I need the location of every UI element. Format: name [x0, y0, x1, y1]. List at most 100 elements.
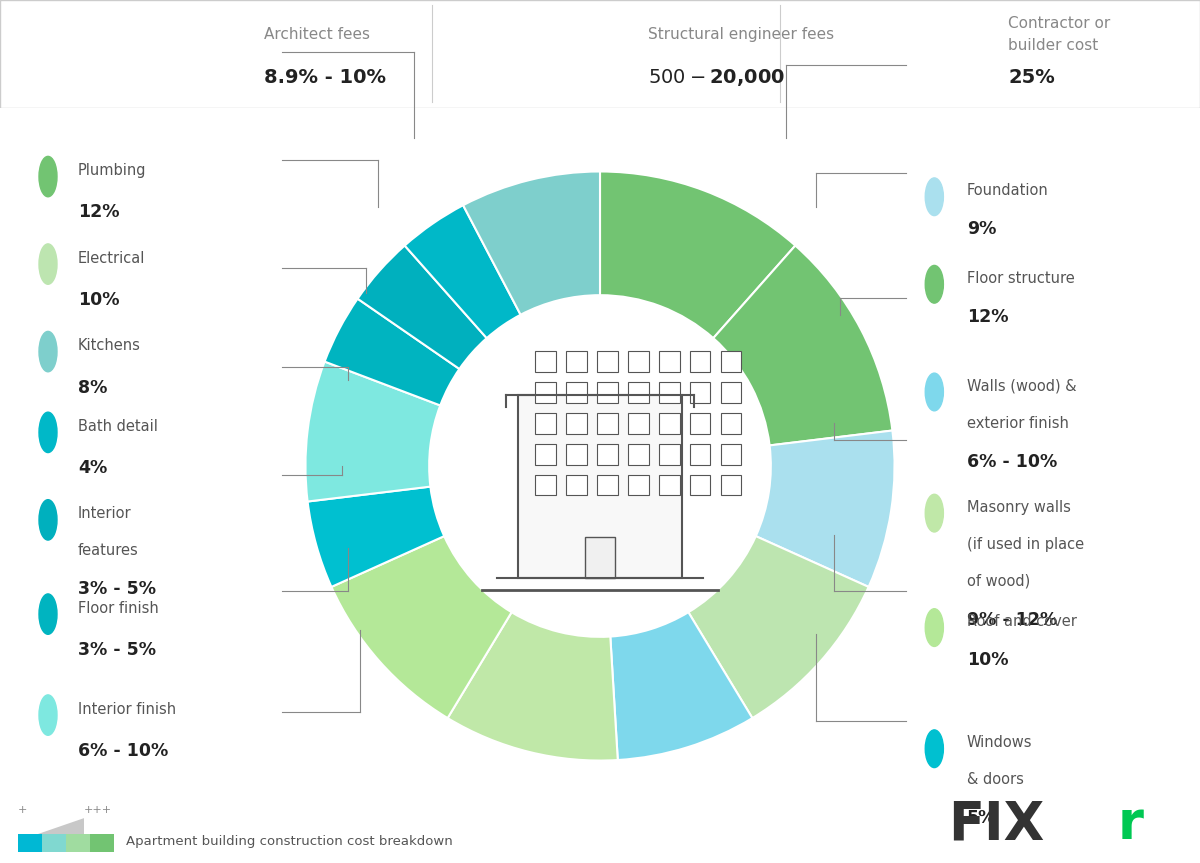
Text: Bath detail: Bath detail — [78, 419, 158, 434]
FancyBboxPatch shape — [535, 413, 556, 433]
FancyBboxPatch shape — [517, 395, 683, 578]
FancyBboxPatch shape — [535, 351, 556, 372]
Text: 6% - 10%: 6% - 10% — [967, 452, 1057, 470]
FancyBboxPatch shape — [535, 382, 556, 403]
FancyBboxPatch shape — [628, 475, 649, 495]
FancyBboxPatch shape — [566, 444, 587, 464]
Text: FIX: FIX — [949, 798, 1045, 850]
Text: builder cost: builder cost — [1008, 38, 1098, 53]
Text: 3% - 5%: 3% - 5% — [78, 641, 156, 659]
Text: 4%: 4% — [78, 459, 107, 477]
FancyBboxPatch shape — [721, 444, 742, 464]
Text: +: + — [18, 805, 28, 816]
Text: & doors: & doors — [967, 772, 1024, 787]
Circle shape — [38, 594, 58, 634]
FancyBboxPatch shape — [628, 351, 649, 372]
Wedge shape — [611, 612, 752, 760]
Text: 25%: 25% — [1008, 68, 1055, 87]
Text: (if used in place: (if used in place — [967, 537, 1084, 551]
Wedge shape — [713, 246, 893, 445]
Text: r: r — [1117, 798, 1144, 850]
Text: Windows: Windows — [967, 735, 1032, 750]
Circle shape — [38, 244, 58, 284]
Circle shape — [925, 178, 943, 216]
Text: 12%: 12% — [967, 308, 1008, 326]
Text: of wood): of wood) — [967, 574, 1030, 589]
Wedge shape — [600, 172, 796, 338]
Text: 9% - 12%: 9% - 12% — [967, 611, 1057, 629]
Text: Electrical: Electrical — [78, 250, 145, 266]
Wedge shape — [756, 431, 894, 587]
FancyBboxPatch shape — [690, 475, 710, 495]
Wedge shape — [324, 299, 460, 406]
FancyBboxPatch shape — [628, 382, 649, 403]
Circle shape — [38, 331, 58, 372]
Circle shape — [925, 266, 943, 303]
Text: 8.9% - 10%: 8.9% - 10% — [264, 68, 386, 87]
Wedge shape — [307, 487, 444, 587]
Text: 3% - 5%: 3% - 5% — [78, 581, 156, 598]
FancyBboxPatch shape — [690, 382, 710, 403]
Wedge shape — [463, 172, 600, 315]
FancyBboxPatch shape — [598, 413, 618, 433]
Text: 10%: 10% — [78, 291, 120, 309]
Circle shape — [925, 494, 943, 532]
Text: exterior finish: exterior finish — [967, 415, 1068, 431]
Text: features: features — [78, 544, 139, 558]
Text: 5%: 5% — [967, 809, 996, 828]
Wedge shape — [689, 536, 869, 718]
Bar — [66, 834, 90, 852]
FancyBboxPatch shape — [566, 351, 587, 372]
FancyBboxPatch shape — [566, 382, 587, 403]
Bar — [42, 834, 66, 852]
FancyBboxPatch shape — [721, 351, 742, 372]
Bar — [18, 834, 42, 852]
FancyBboxPatch shape — [659, 351, 679, 372]
FancyBboxPatch shape — [721, 382, 742, 403]
Text: Walls (wood) &: Walls (wood) & — [967, 379, 1076, 394]
Text: Contractor or: Contractor or — [1008, 16, 1110, 31]
FancyBboxPatch shape — [586, 537, 614, 578]
Circle shape — [925, 373, 943, 411]
FancyBboxPatch shape — [659, 444, 679, 464]
Text: Floor finish: Floor finish — [78, 601, 158, 615]
FancyBboxPatch shape — [598, 475, 618, 495]
FancyBboxPatch shape — [535, 444, 556, 464]
Wedge shape — [306, 362, 440, 501]
Circle shape — [38, 156, 58, 197]
FancyBboxPatch shape — [721, 413, 742, 433]
Circle shape — [38, 413, 58, 452]
Text: Apartment building construction cost breakdown: Apartment building construction cost bre… — [126, 835, 452, 848]
Text: Architect fees: Architect fees — [264, 27, 370, 42]
FancyBboxPatch shape — [690, 351, 710, 372]
Text: 12%: 12% — [78, 204, 120, 222]
Text: Plumbing: Plumbing — [78, 163, 146, 178]
Text: 9%: 9% — [967, 220, 996, 238]
FancyBboxPatch shape — [598, 382, 618, 403]
FancyBboxPatch shape — [628, 444, 649, 464]
FancyBboxPatch shape — [598, 444, 618, 464]
Text: 6% - 10%: 6% - 10% — [78, 742, 168, 760]
Text: +++: +++ — [84, 805, 112, 816]
Text: $500 - $20,000: $500 - $20,000 — [648, 67, 785, 88]
Text: Structural engineer fees: Structural engineer fees — [648, 27, 834, 42]
FancyBboxPatch shape — [659, 475, 679, 495]
FancyBboxPatch shape — [598, 351, 618, 372]
Wedge shape — [404, 205, 521, 338]
Wedge shape — [358, 246, 487, 369]
Text: 10%: 10% — [967, 651, 1008, 669]
Text: Masonry walls: Masonry walls — [967, 500, 1070, 514]
FancyBboxPatch shape — [659, 413, 679, 433]
Text: Kitchens: Kitchens — [78, 338, 140, 353]
Text: 8%: 8% — [78, 379, 107, 396]
Bar — [90, 834, 114, 852]
Circle shape — [38, 500, 58, 540]
FancyBboxPatch shape — [628, 413, 649, 433]
Circle shape — [38, 695, 58, 735]
Circle shape — [925, 608, 943, 646]
FancyBboxPatch shape — [659, 382, 679, 403]
FancyBboxPatch shape — [690, 444, 710, 464]
FancyBboxPatch shape — [721, 475, 742, 495]
Text: Foundation: Foundation — [967, 183, 1049, 198]
Text: Interior: Interior — [78, 507, 132, 521]
